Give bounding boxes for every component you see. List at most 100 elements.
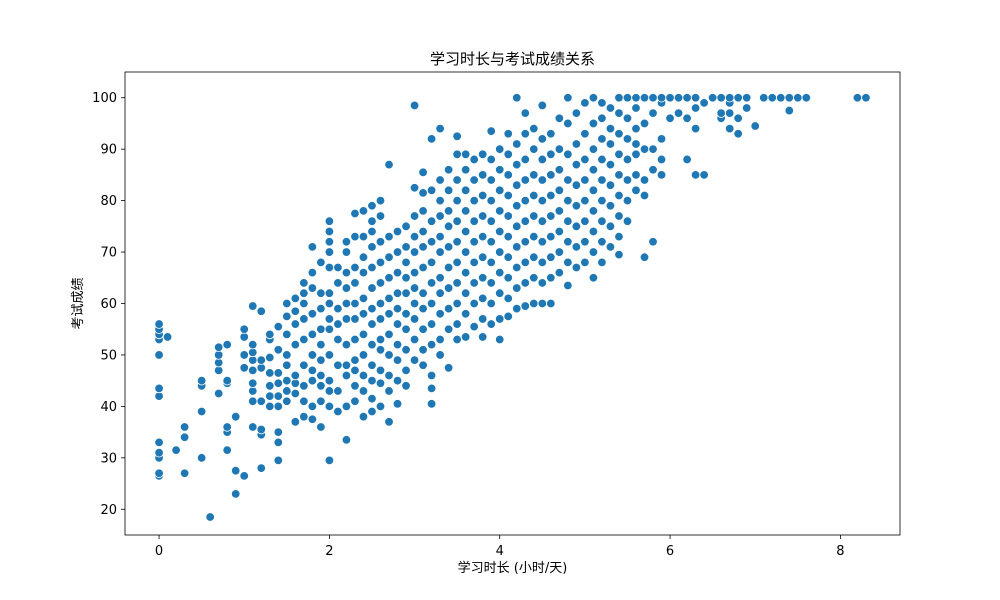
data-point <box>486 126 496 136</box>
data-point <box>648 165 658 175</box>
data-point <box>358 293 369 304</box>
data-point <box>529 123 539 134</box>
data-point <box>384 309 394 319</box>
data-point <box>162 332 173 342</box>
data-point <box>622 93 633 103</box>
data-point <box>452 298 462 309</box>
data-point <box>477 273 488 283</box>
data-point <box>350 262 360 273</box>
data-point <box>401 381 411 391</box>
data-point <box>486 319 496 329</box>
data-point <box>614 129 624 139</box>
data-point <box>554 206 565 216</box>
data-point <box>316 288 326 298</box>
data-point <box>716 93 726 103</box>
data-point <box>358 206 369 216</box>
data-point <box>656 154 667 165</box>
data-point <box>375 278 386 288</box>
x-tick-label: 4 <box>496 544 504 559</box>
data-point <box>409 267 420 278</box>
data-point <box>520 237 530 247</box>
data-point <box>392 355 403 365</box>
data-point <box>392 288 403 298</box>
data-point <box>477 211 488 221</box>
data-point <box>682 93 692 103</box>
data-point <box>529 190 539 201</box>
data-point <box>307 242 318 252</box>
data-point <box>588 206 599 216</box>
data-point <box>435 247 445 257</box>
data-point <box>316 396 326 406</box>
data-point <box>213 388 224 399</box>
points-layer <box>154 93 871 522</box>
data-point <box>648 108 658 118</box>
data-point <box>154 437 164 448</box>
data-point <box>231 489 241 499</box>
data-point <box>512 283 522 293</box>
data-point <box>375 345 386 355</box>
x-tick-label: 0 <box>155 544 163 559</box>
data-point <box>358 252 369 262</box>
data-point <box>299 278 309 288</box>
data-point <box>418 303 428 314</box>
data-point <box>409 231 420 242</box>
data-point <box>639 93 650 103</box>
data-point <box>248 378 258 388</box>
data-point <box>392 399 403 409</box>
data-point <box>495 288 505 298</box>
data-point <box>384 293 394 304</box>
data-point <box>563 257 573 268</box>
data-point <box>290 306 301 316</box>
data-point <box>426 257 437 268</box>
data-point <box>324 324 335 334</box>
data-point <box>307 375 318 386</box>
data-point <box>546 129 556 139</box>
data-point <box>307 283 318 293</box>
data-point <box>622 113 633 124</box>
data-point <box>503 149 513 160</box>
data-point <box>529 231 539 242</box>
data-point <box>290 293 301 304</box>
data-point <box>265 352 275 363</box>
data-point <box>631 170 641 180</box>
data-point <box>375 401 386 412</box>
data-point <box>443 303 454 314</box>
data-point <box>460 332 471 342</box>
data-point <box>324 386 335 396</box>
data-point <box>529 211 539 221</box>
data-point <box>299 288 309 298</box>
data-point <box>290 417 301 427</box>
y-tick-label: 20 <box>100 503 117 518</box>
data-point <box>537 134 548 144</box>
data-point <box>324 237 335 247</box>
data-point <box>384 350 394 360</box>
data-point <box>324 375 335 386</box>
data-point <box>512 93 522 103</box>
data-point <box>273 345 284 355</box>
data-point <box>358 411 369 422</box>
data-point <box>426 134 437 144</box>
data-point <box>222 422 232 432</box>
data-point <box>350 278 360 288</box>
data-point <box>401 345 411 355</box>
data-point <box>452 237 462 247</box>
data-point <box>716 108 726 118</box>
data-point <box>341 360 352 370</box>
data-point <box>614 108 624 118</box>
data-point <box>367 406 377 417</box>
data-point <box>273 368 284 378</box>
data-point <box>256 306 266 316</box>
data-point <box>614 231 624 242</box>
data-point <box>537 175 548 185</box>
data-point <box>452 257 462 268</box>
data-point <box>554 165 565 175</box>
data-point <box>392 226 403 237</box>
data-point <box>546 190 556 201</box>
data-point <box>571 201 582 211</box>
data-point <box>520 195 530 206</box>
data-point <box>452 334 462 345</box>
data-point <box>409 334 420 345</box>
data-point <box>460 288 471 298</box>
data-point <box>256 355 266 365</box>
data-point <box>605 180 616 190</box>
